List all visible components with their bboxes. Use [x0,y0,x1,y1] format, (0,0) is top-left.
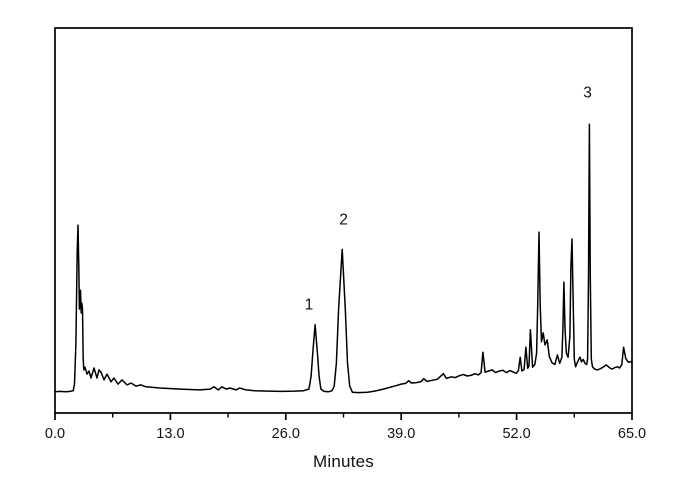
x-axis-tick-label: 39.0 [387,426,415,442]
peak-label-3: 3 [583,84,592,101]
x-axis-tick-label: 13.0 [156,426,184,442]
peak-label-2: 2 [339,212,348,229]
x-axis-tick-label: 0.0 [45,426,65,442]
x-axis-tick-label: 52.0 [502,426,530,442]
x-axis-tick-label: 26.0 [272,426,300,442]
x-axis-tick-label: 65.0 [618,426,646,442]
chromatogram-trace [54,123,633,394]
x-axis-title: Minutes [313,452,374,471]
peak-label-1: 1 [305,296,314,313]
